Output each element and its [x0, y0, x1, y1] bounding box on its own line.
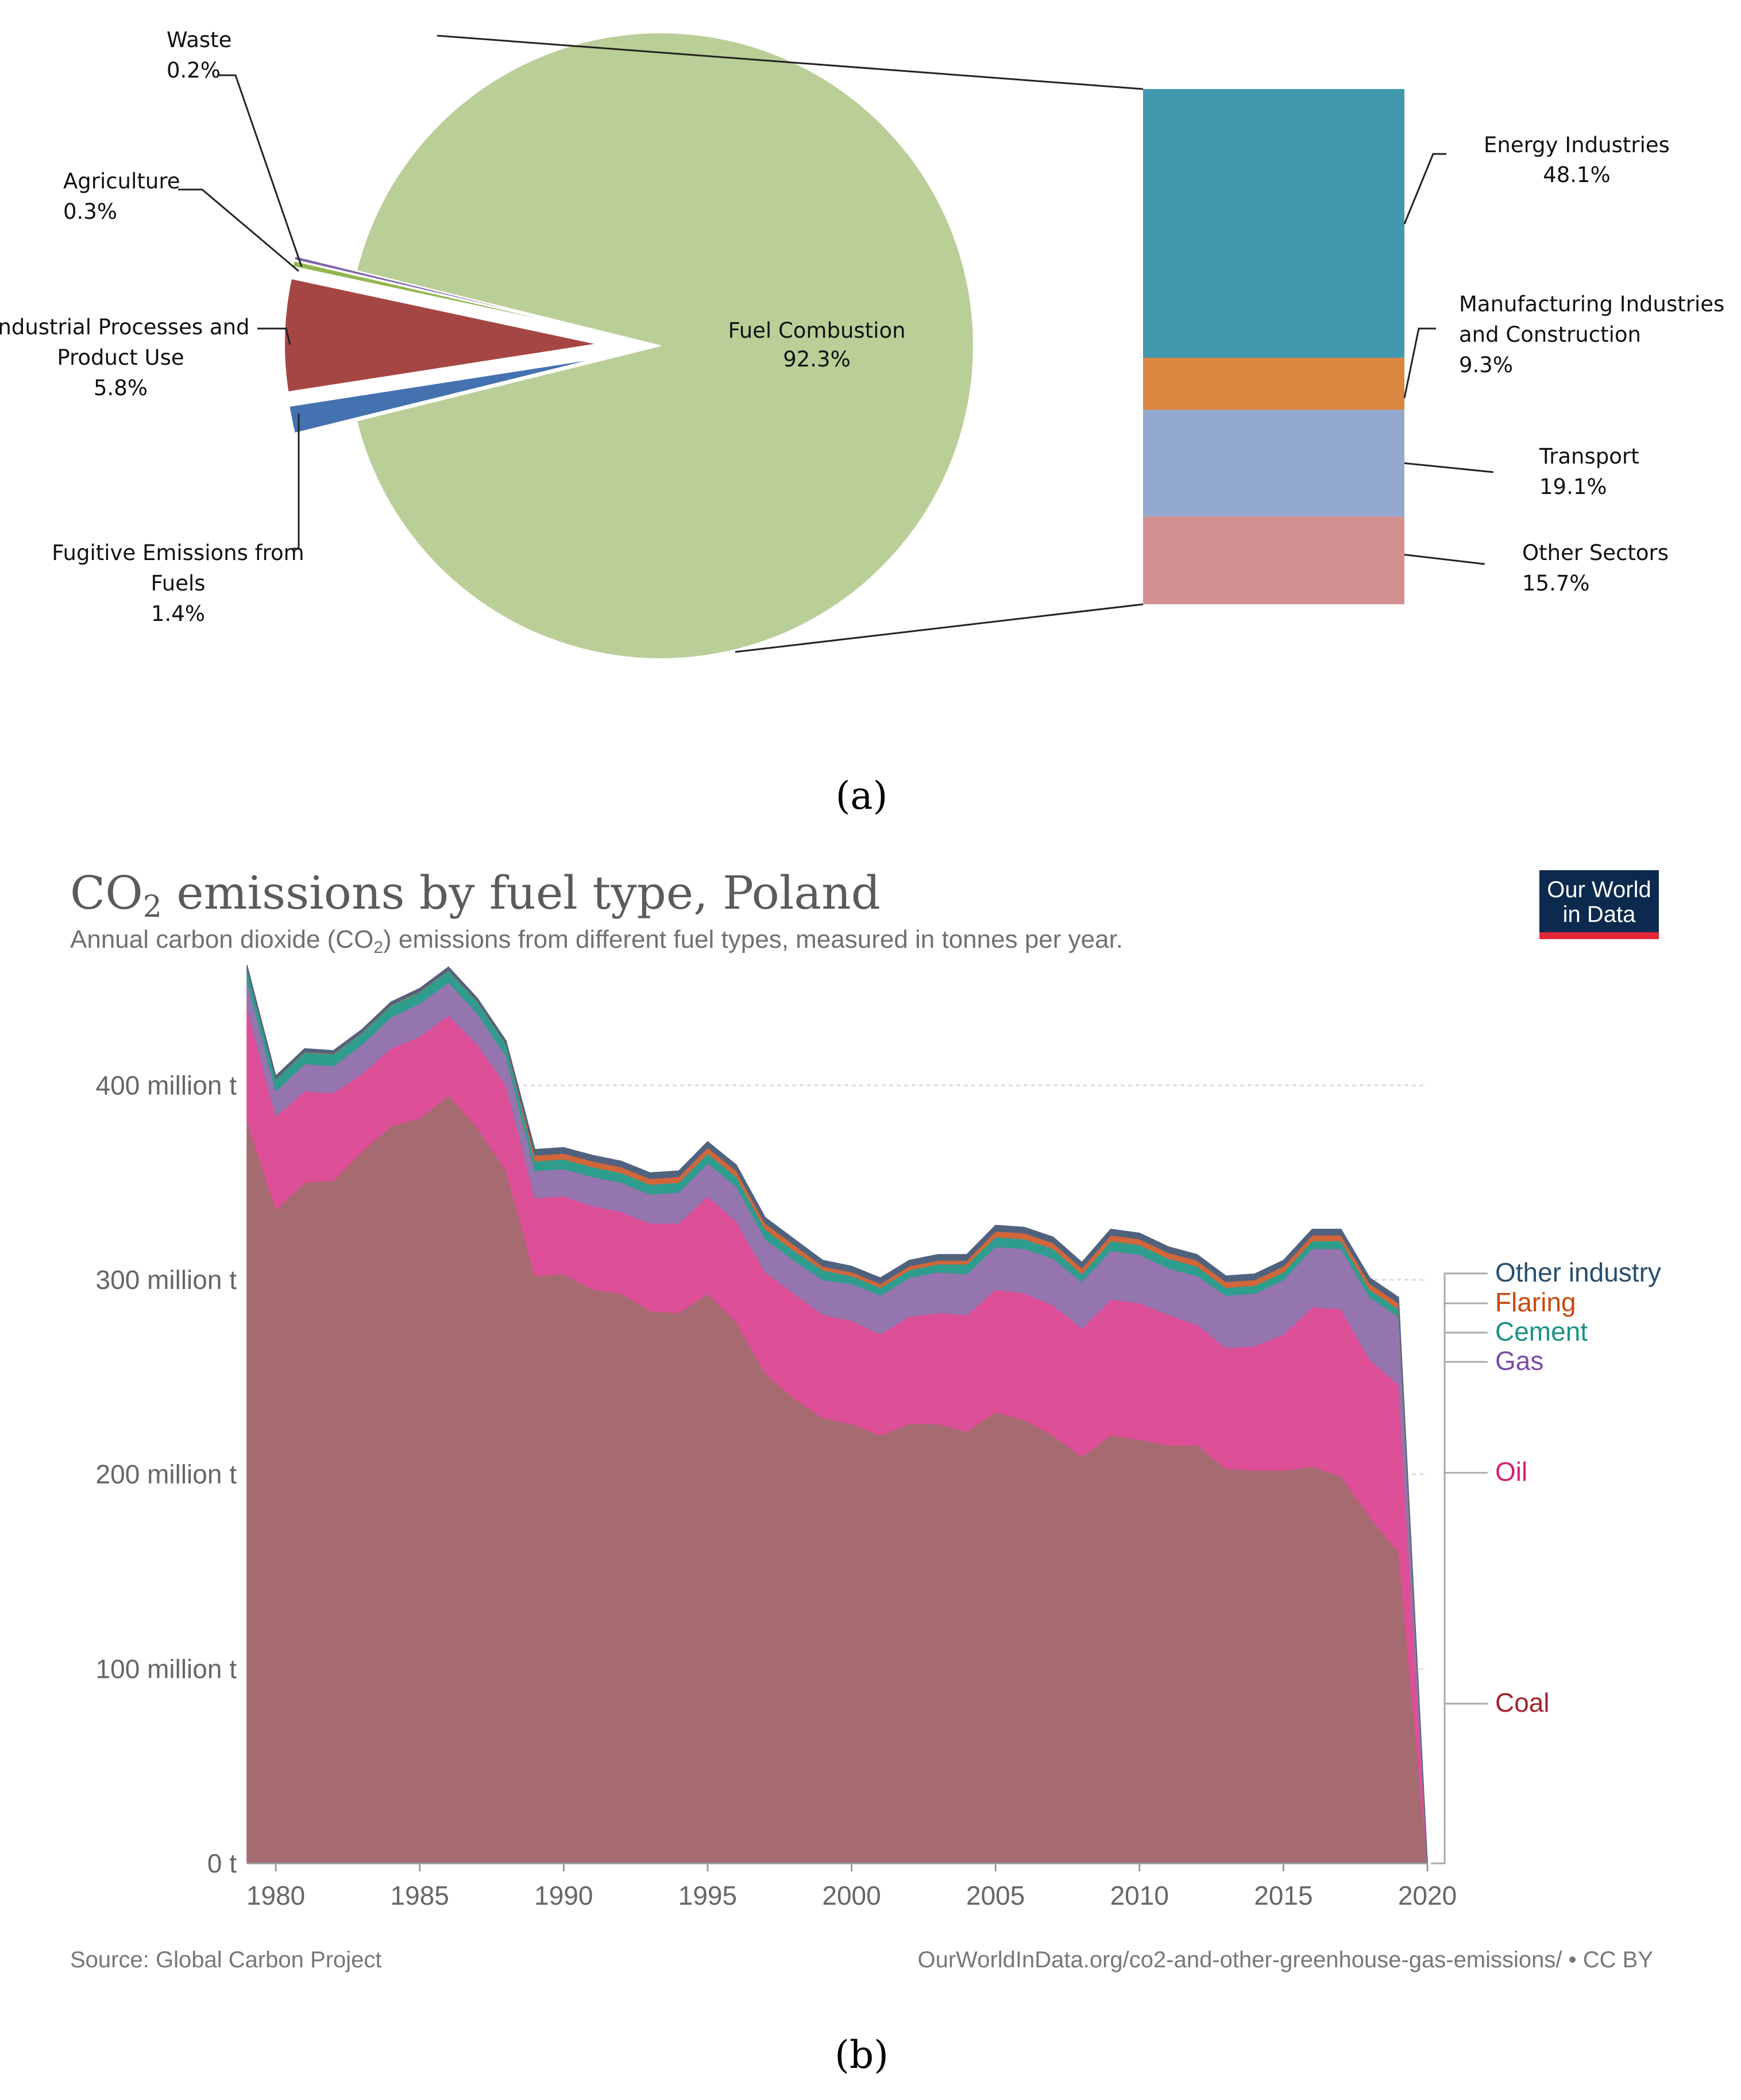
owid-logo-background	[1539, 870, 1659, 932]
y-tick-label: 0 t	[207, 1848, 237, 1878]
series-connector-cement	[1431, 1331, 1488, 1864]
panel-a-label: (a)	[836, 774, 888, 818]
bar-label-manufacturing: Manufacturing Industries and Construction…	[1459, 292, 1724, 377]
connector-line-top	[437, 34, 1144, 90]
series-connector-flaring	[1431, 1302, 1488, 1864]
bar-segment-energy-industries[interactable]	[1143, 89, 1404, 358]
leader-line-agriculture	[178, 188, 299, 272]
stacked-area-chart: 0 t 100 million t 200 million t 300 million…	[96, 964, 1661, 1910]
x-tick-label: 2005	[966, 1881, 1025, 1910]
series-connector-other-industry	[1431, 1272, 1488, 1864]
series-label-flaring: Flaring	[1495, 1287, 1576, 1317]
x-tick-label: 1990	[534, 1881, 593, 1910]
pie-label-fugitive-emissions: Fugitive Emissions from Fuels 1.4%	[52, 541, 304, 626]
y-tick-label: 400 million t	[96, 1070, 237, 1100]
source-note: Source: Global Carbon Project	[70, 1947, 382, 1972]
bar-label-other-sectors: Other Sectors 15.7%	[1522, 541, 1669, 596]
pie-slice-fugitive-emissions-from-fuels[interactable]	[288, 357, 599, 434]
bar-segment-transport[interactable]	[1143, 410, 1404, 517]
pie-label-agriculture: Agriculture 0.3%	[63, 169, 180, 224]
leader-line-industrial	[257, 327, 291, 345]
y-tick-label: 300 million t	[96, 1265, 237, 1295]
credit-link[interactable]: OurWorldInData.org/co2-and-other-greenho…	[917, 1947, 1653, 1972]
bar-label-energy-industries: Energy Industries 48.1%	[1484, 133, 1670, 187]
leader-line-transport	[1404, 462, 1494, 473]
series-connector-coal	[1431, 1703, 1488, 1864]
y-tick-label: 200 million t	[96, 1460, 237, 1489]
x-tick-label: 1980	[246, 1881, 305, 1910]
series-label-oil: Oil	[1495, 1457, 1527, 1487]
pie-label-fuel-combustion: Fuel Combustion 92.3%	[728, 318, 905, 372]
chart-subtitle: Annual carbon dioxide (CO2) emissions fr…	[70, 925, 1123, 957]
pie-label-industrial-processes: Industrial Processes and Product Use 5.8%	[0, 315, 250, 400]
panel-b-label: (b)	[835, 2033, 889, 2077]
x-tick-label: 2000	[822, 1881, 881, 1910]
pie-slice-waste[interactable]	[294, 255, 600, 332]
series-label-coal: Coal	[1495, 1688, 1550, 1717]
owid-logo-line-1: Our World	[1547, 877, 1651, 902]
x-tick-label: 1995	[678, 1881, 737, 1910]
series-label-cement: Cement	[1495, 1317, 1588, 1346]
leader-line-other-sectors	[1404, 554, 1485, 565]
series-label-other-industry: Other industry	[1495, 1257, 1661, 1287]
x-tick-label: 2010	[1110, 1881, 1169, 1910]
leader-line-manufacturing	[1403, 327, 1436, 399]
x-tick-label: 1985	[391, 1881, 449, 1910]
owid-logo-line-2: in Data	[1563, 902, 1636, 927]
x-tick-label: 2020	[1398, 1881, 1457, 1910]
bar-label-transport: Transport 19.1%	[1539, 444, 1639, 499]
area-other-industry[interactable]	[246, 964, 1428, 1864]
owid-logo-underline	[1539, 932, 1659, 939]
connector-line-bottom	[735, 603, 1144, 653]
pie-label-waste: Waste 0.2%	[167, 28, 231, 83]
series-connector-gas	[1431, 1361, 1488, 1864]
series-connector-oil	[1431, 1472, 1488, 1864]
pie-of-bar-chart: Fuel Combustion 92.3% Fugitive Emissions f…	[0, 28, 1724, 659]
leader-line-waste	[217, 74, 303, 267]
chart-title: CO2 emissions by fuel type, Poland	[70, 866, 881, 924]
series-label-gas: Gas	[1495, 1346, 1543, 1376]
bar-segment-manufacturing-industries-and-construction[interactable]	[1143, 357, 1404, 410]
leader-line-energy-industries	[1403, 153, 1446, 225]
leader-line-fugitive	[293, 414, 300, 550]
y-tick-label: 100 million t	[96, 1654, 237, 1684]
area-coal[interactable]	[246, 1094, 1428, 1864]
pie-slice-industrial-processes-and-product-use[interactable]	[284, 277, 598, 393]
x-tick-label: 2015	[1254, 1881, 1312, 1910]
owid-logo[interactable]: Our World in Data	[1539, 870, 1659, 939]
bar-segment-other-sectors[interactable]	[1143, 516, 1404, 604]
pie-slice-fuel-combustion[interactable]	[356, 32, 974, 659]
